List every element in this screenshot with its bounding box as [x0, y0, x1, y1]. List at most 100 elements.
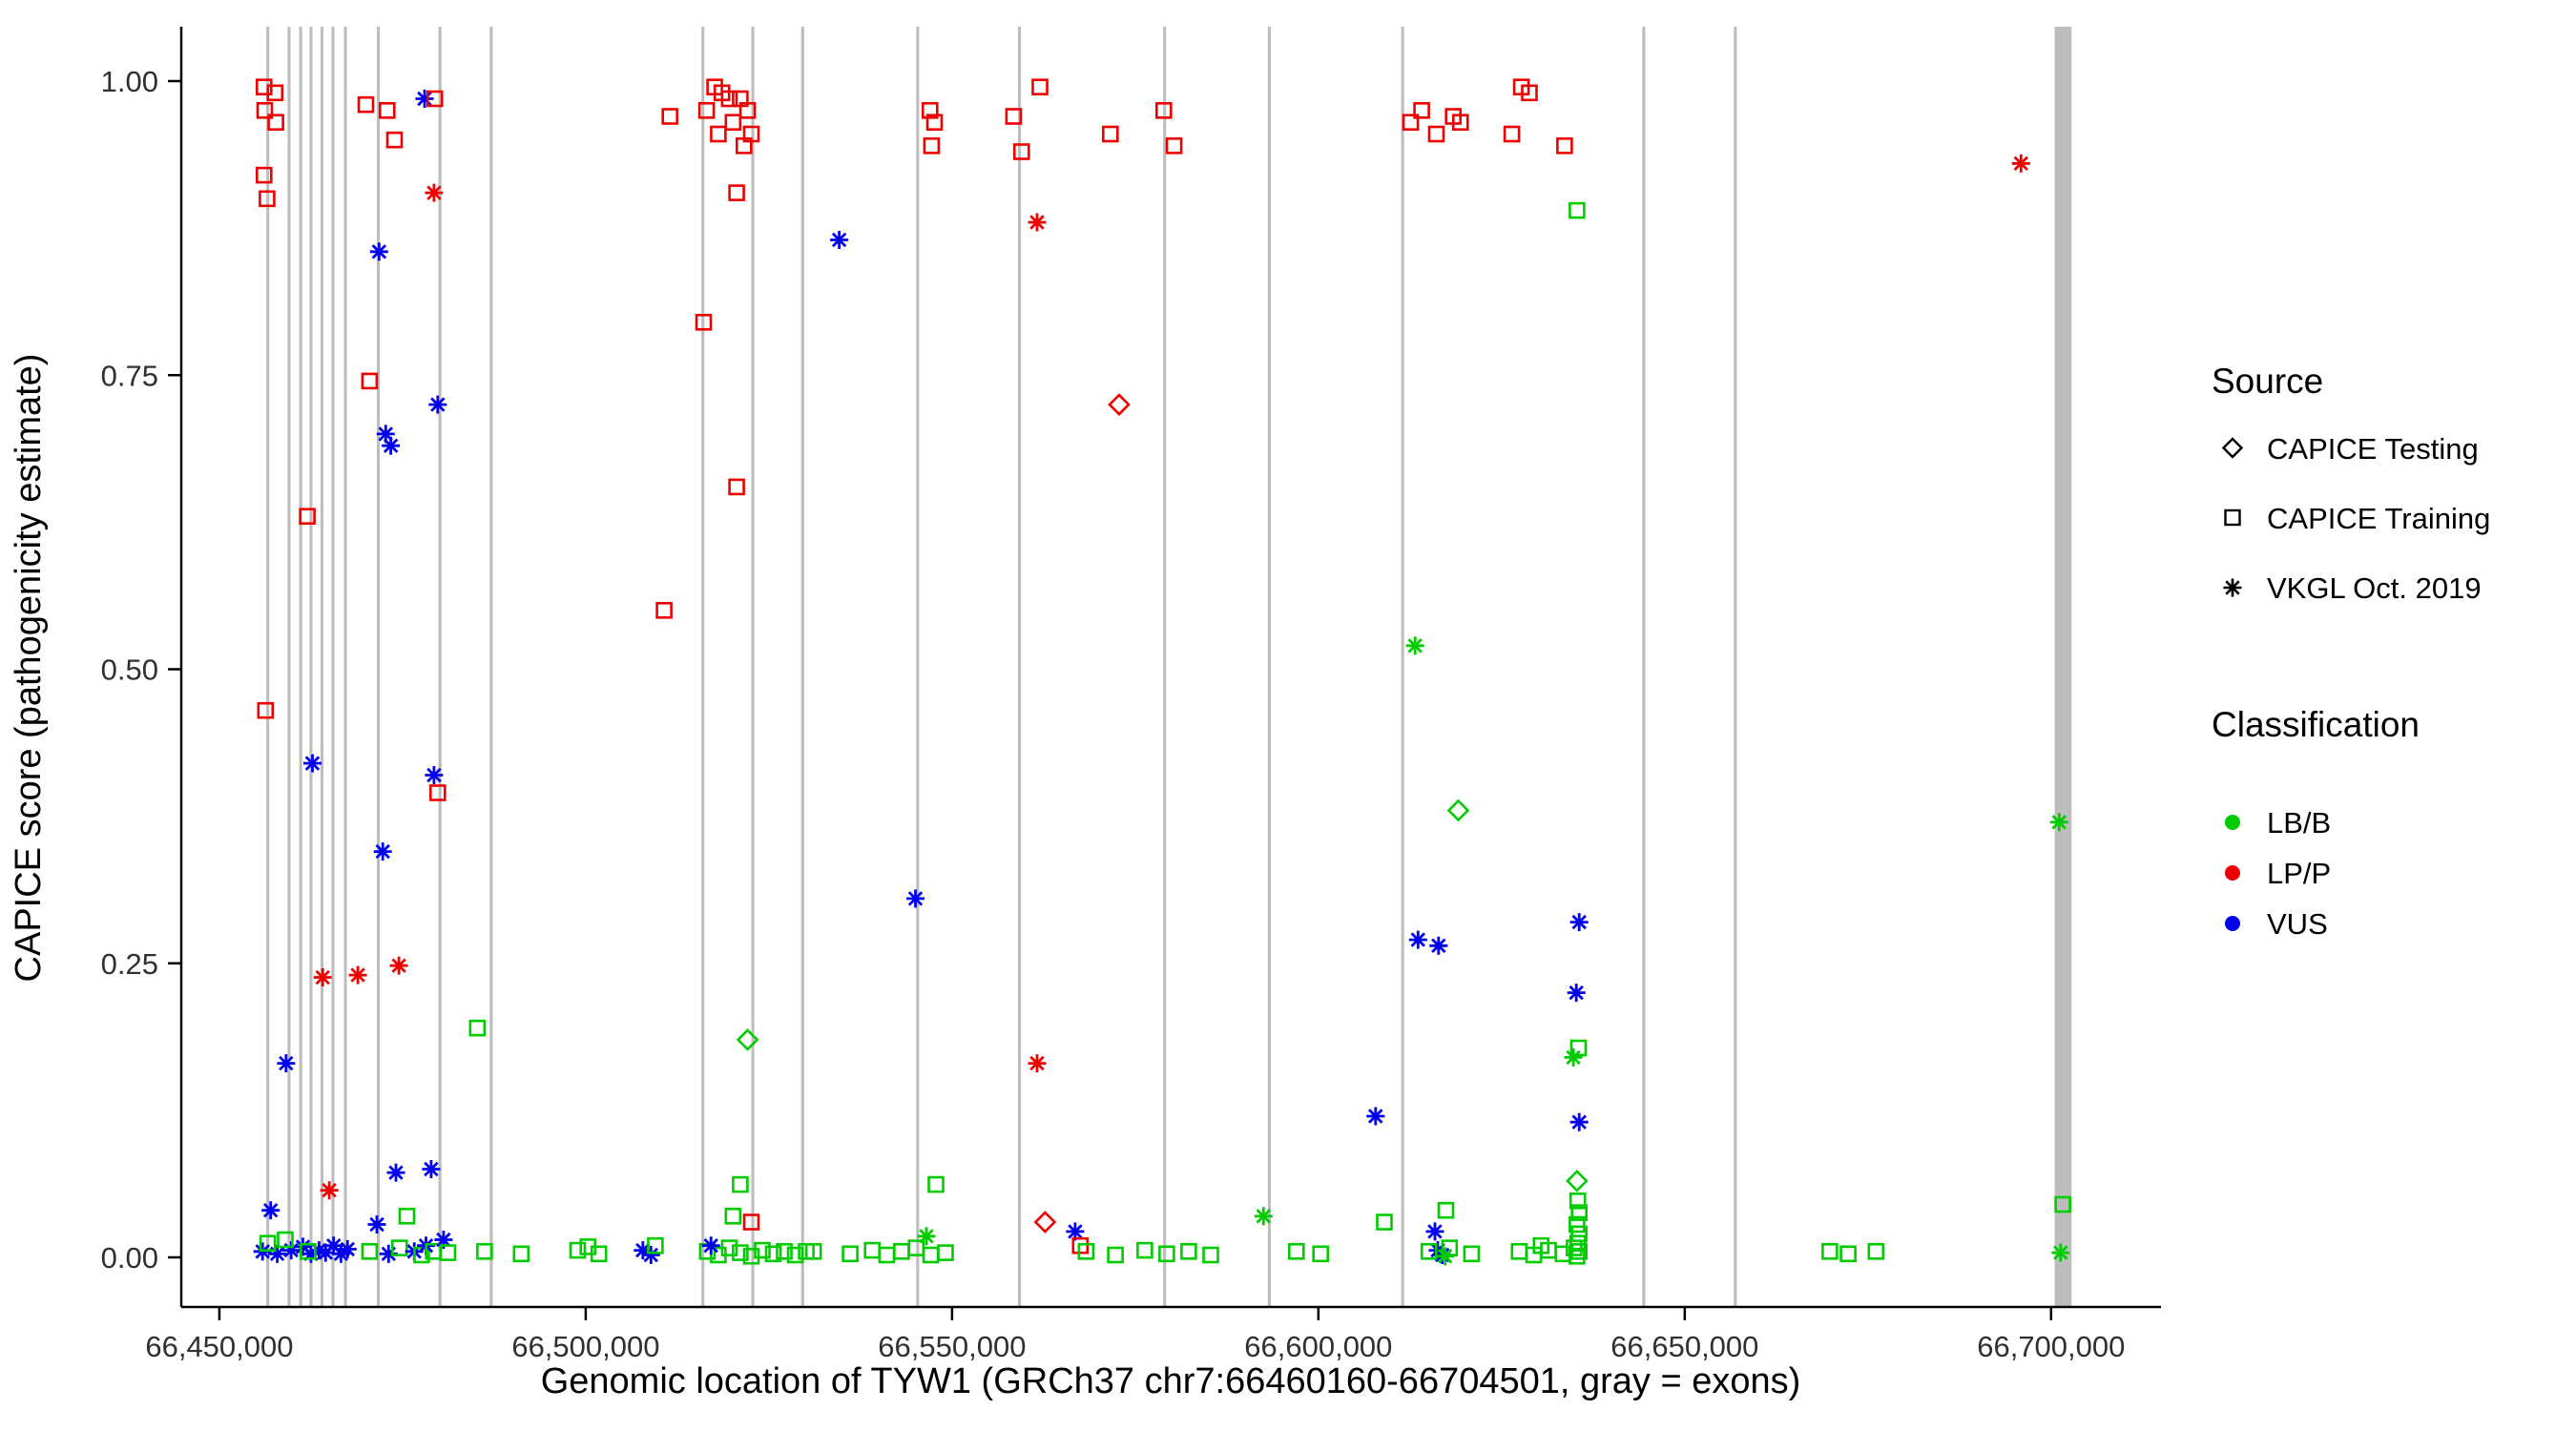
data-point-asterisk: [1408, 930, 1427, 949]
exon-bar: [1734, 27, 1737, 1307]
legend-item-vus: VUS: [2225, 907, 2328, 941]
exon-bar: [489, 27, 493, 1307]
data-point-asterisk: [1429, 936, 1448, 955]
data-point-square: [1421, 1243, 1438, 1260]
data-point-square: [655, 601, 673, 619]
data-point-square: [695, 313, 713, 331]
data-point-asterisk: [348, 965, 367, 985]
exon-bar: [377, 27, 381, 1307]
vus-color-dot-icon: [2225, 916, 2240, 931]
data-point-asterisk: [1028, 213, 1047, 232]
legend-item-label: CAPICE Testing: [2267, 432, 2479, 466]
data-point-asterisk: [389, 956, 408, 975]
data-point-square: [841, 1245, 859, 1263]
data-point-square: [732, 1175, 749, 1193]
data-point-square: [385, 131, 404, 149]
square-icon: [2224, 508, 2241, 527]
data-point-square: [921, 102, 939, 119]
data-point-square: [361, 1243, 379, 1260]
legend-source-title: Source: [2212, 362, 2323, 401]
data-point-square: [569, 1241, 587, 1259]
lpp-color-dot-icon: [2225, 865, 2240, 881]
data-point-square: [720, 1239, 738, 1256]
exon-bar: [287, 27, 291, 1307]
data-point-square: [361, 372, 379, 390]
data-point-asterisk: [917, 1227, 936, 1246]
data-point-square: [735, 137, 753, 155]
data-point-square: [2054, 1195, 2071, 1213]
data-point-asterisk: [382, 436, 401, 455]
data-point-square: [267, 114, 284, 131]
data-point-asterisk: [428, 395, 447, 414]
data-point-asterisk: [367, 1215, 386, 1234]
data-point-square: [259, 190, 276, 208]
data-point-asterisk: [1066, 1222, 1085, 1241]
exon-bars: [266, 27, 2072, 1307]
data-point-asterisk: [1436, 1247, 1455, 1266]
data-point-square: [428, 784, 447, 801]
data-point-asterisk: [2049, 813, 2068, 832]
data-point-square: [1568, 201, 1586, 219]
legend-classification: Classification LB/B LP/P VUS: [2212, 705, 2420, 941]
data-point-square: [1071, 1236, 1090, 1255]
data-point-square: [1077, 1243, 1095, 1260]
data-point-asterisk: [386, 1163, 405, 1182]
data-point-square: [1867, 1243, 1885, 1260]
data-point-square: [720, 90, 738, 108]
data-point-diamond: [1033, 1211, 1057, 1234]
legend-item-label: CAPICE Training: [2267, 502, 2490, 535]
data-point-square: [1568, 1192, 1587, 1210]
lbb-color-dot-icon: [2225, 815, 2240, 830]
data-point-square: [257, 701, 275, 719]
data-point-square: [937, 1244, 954, 1261]
data-point-square: [1839, 1245, 1857, 1263]
data-point-square: [742, 1213, 760, 1231]
data-point-square: [923, 137, 941, 155]
asterisk-icon: [2223, 578, 2242, 597]
data-point-asterisk: [1564, 1047, 1583, 1067]
data-point-square: [878, 1246, 896, 1264]
data-point-square: [927, 1175, 945, 1193]
y-axis-title: CAPICE score (pathogenicity estimate): [9, 354, 49, 983]
data-point-diamond: [736, 1028, 759, 1051]
data-point-square: [1570, 1204, 1588, 1221]
data-point-square: [1165, 137, 1183, 155]
data-point-square: [476, 1243, 493, 1260]
data-point-asterisk: [373, 842, 392, 861]
data-point-asterisk: [303, 754, 322, 773]
data-point-square: [1427, 125, 1445, 143]
data-point-square: [256, 102, 274, 119]
exon-bar: [343, 27, 347, 1307]
exon-bar: [331, 27, 335, 1307]
exon-bar: [299, 27, 302, 1307]
data-point-square: [1031, 78, 1049, 95]
data-point-asterisk: [1569, 913, 1589, 932]
data-point-square: [1437, 1201, 1455, 1219]
data-point-square: [1556, 137, 1573, 155]
data-point-square: [1288, 1243, 1305, 1260]
data-point-square: [863, 1241, 882, 1259]
data-point-square: [1202, 1246, 1219, 1264]
data-point-square: [728, 478, 745, 496]
data-point-asterisk: [2051, 1243, 2070, 1262]
data-point-square: [378, 102, 396, 119]
x-tick-label: 66,500,000: [511, 1330, 659, 1363]
exon-bar: [1018, 27, 1022, 1307]
data-point-square: [1107, 1246, 1124, 1264]
legend-item-vkgl: VKGL Oct. 2019: [2223, 571, 2482, 605]
data-point-square: [1568, 1215, 1586, 1234]
data-point-square: [764, 1245, 782, 1263]
data-point-square: [426, 90, 444, 108]
legend-item-capice-training: CAPICE Training: [2224, 502, 2490, 535]
data-point-square: [804, 1243, 822, 1260]
data-point-asterisk: [338, 1239, 357, 1258]
exon-bar: [2054, 27, 2072, 1307]
data-point-square: [1155, 102, 1173, 119]
data-point-square: [1180, 1243, 1197, 1260]
legend-item-label: VUS: [2267, 907, 2328, 941]
data-point-asterisk: [1569, 1112, 1589, 1131]
data-point-asterisk: [434, 1231, 453, 1249]
x-tick-label: 66,600,000: [1244, 1330, 1392, 1363]
data-point-square: [697, 102, 716, 119]
legend-item-label: VKGL Oct. 2019: [2267, 571, 2482, 605]
